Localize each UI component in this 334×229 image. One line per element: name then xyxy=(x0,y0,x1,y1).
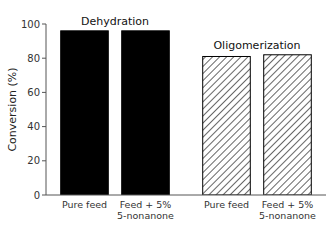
y-tick-label: 20 xyxy=(27,155,40,166)
y-tick xyxy=(42,92,46,93)
x-tick-label: Feed + 5%5-nonanone xyxy=(259,199,316,221)
group-label: Dehydration xyxy=(81,15,149,28)
x-axis xyxy=(46,195,326,196)
bar xyxy=(203,56,251,195)
y-axis xyxy=(46,24,47,195)
x-tick-label: Pure feed xyxy=(204,199,249,210)
bar xyxy=(122,31,170,195)
y-tick xyxy=(42,58,46,59)
chart-container: 0 20 40 60 80 100 Conversion (%) Pure feed Feed … xyxy=(0,0,334,229)
y-tick-label: 0 xyxy=(34,190,40,201)
y-tick-label: 40 xyxy=(27,121,40,132)
y-axis-label: Conversion (%) xyxy=(6,67,19,151)
bar xyxy=(264,55,312,195)
x-tick-label: Pure feed xyxy=(62,199,107,210)
chart: 0 20 40 60 80 100 Conversion (%) Pure feed Feed … xyxy=(0,0,334,229)
y-tick-label: 60 xyxy=(27,87,40,98)
y-tick xyxy=(42,126,46,127)
y-tick-label: 100 xyxy=(21,19,40,30)
y-tick xyxy=(42,195,46,196)
y-tick xyxy=(42,24,46,25)
y-tick xyxy=(42,160,46,161)
group-label: Oligomerization xyxy=(213,39,300,52)
bars xyxy=(61,31,312,195)
bar xyxy=(61,31,109,195)
x-tick-label: Feed + 5%5-nonanone xyxy=(117,199,174,221)
y-tick-label: 80 xyxy=(27,53,40,64)
